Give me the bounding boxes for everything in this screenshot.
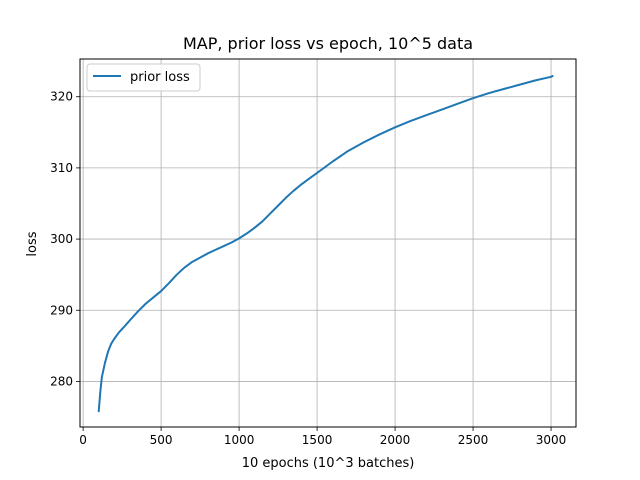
y-tick-label: 320 bbox=[50, 90, 73, 104]
x-tick-label: 0 bbox=[79, 433, 87, 447]
y-axis-label: loss bbox=[25, 231, 40, 256]
plot-frame bbox=[79, 58, 577, 428]
legend: prior loss bbox=[86, 63, 201, 92]
legend-label-prior-loss: prior loss bbox=[130, 70, 190, 85]
x-tick-label: 2000 bbox=[380, 433, 411, 447]
x-tick-label: 1500 bbox=[302, 433, 333, 447]
x-tick-label: 2500 bbox=[458, 433, 489, 447]
ticks: 0 500 1000 1500 2000 2500 3000 280 290 300 310 320 bbox=[50, 90, 566, 447]
series-layer bbox=[97, 75, 554, 413]
series-line-prior-loss bbox=[97, 75, 554, 413]
x-tick-label: 1000 bbox=[224, 433, 255, 447]
x-tick-label: 3000 bbox=[536, 433, 567, 447]
y-tick-label: 300 bbox=[50, 232, 73, 246]
grid bbox=[80, 59, 576, 427]
legend-box bbox=[86, 63, 201, 92]
x-tick-label: 500 bbox=[150, 433, 173, 447]
chart-title: MAP, prior loss vs epoch, 10^5 data bbox=[183, 34, 473, 53]
x-axis-label: 10 epochs (10^3 batches) bbox=[242, 456, 415, 471]
y-tick-label: 290 bbox=[50, 303, 73, 317]
y-tick-label: 310 bbox=[50, 161, 73, 175]
y-tick-label: 280 bbox=[50, 374, 73, 388]
